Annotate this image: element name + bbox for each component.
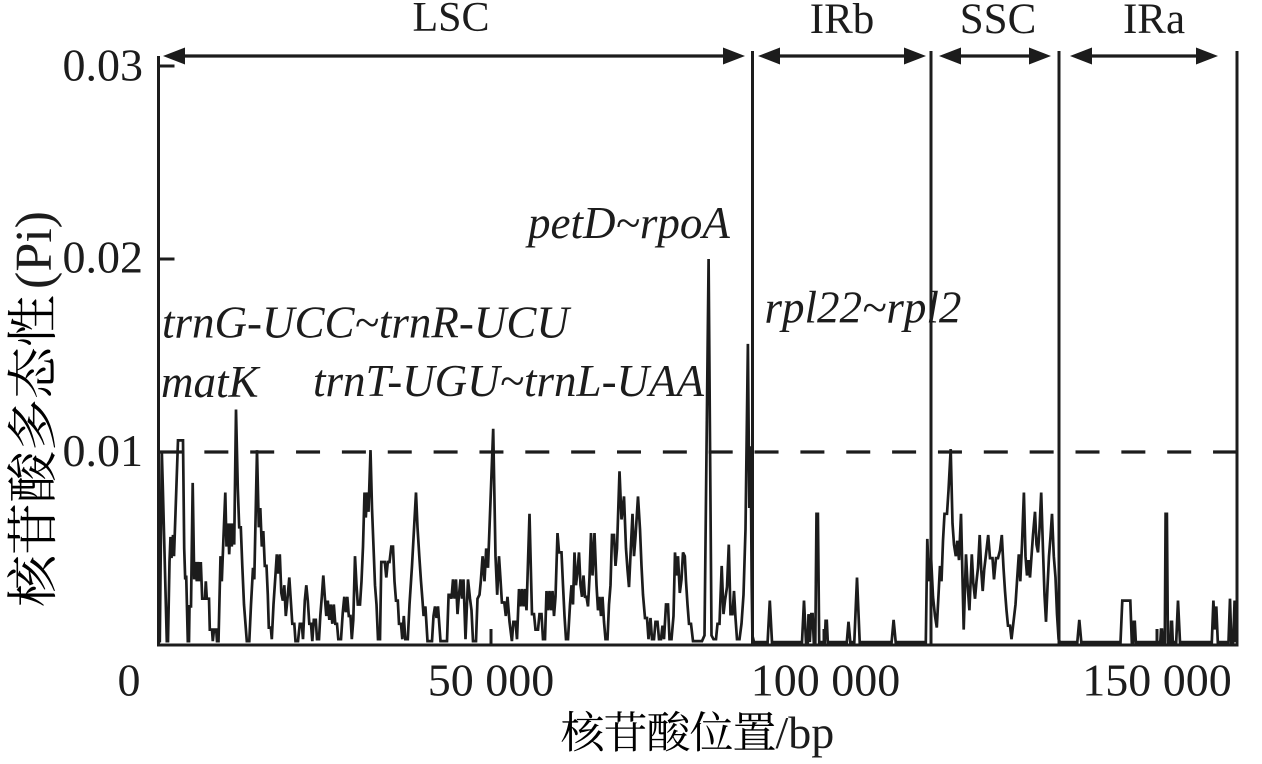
svg-text:0.01: 0.01 [63, 425, 144, 476]
svg-text:0: 0 [118, 655, 141, 706]
svg-text:trnT-UGU~trnL-UAA: trnT-UGU~trnL-UAA [313, 356, 705, 406]
svg-text:0.02: 0.02 [63, 232, 144, 283]
svg-text:petD~rpoA: petD~rpoA [525, 198, 730, 248]
svg-text:matK: matK [161, 357, 261, 407]
svg-text:IRa: IRa [1123, 0, 1185, 43]
svg-text:100 000: 100 000 [751, 655, 901, 706]
svg-text:50 000: 50 000 [428, 655, 555, 706]
svg-text:SSC: SSC [960, 0, 1037, 43]
svg-text:trnG-UCC~trnR-UCU: trnG-UCC~trnR-UCU [162, 298, 571, 348]
svg-text:150 000: 150 000 [1082, 655, 1232, 706]
svg-text:IRb: IRb [810, 0, 875, 43]
svg-text:0.03: 0.03 [63, 40, 144, 91]
svg-text:LSC: LSC [412, 0, 489, 41]
svg-text:(Pi): (Pi) [6, 211, 63, 289]
svg-text:rpl22~rpl2: rpl22~rpl2 [765, 283, 962, 333]
svg-text:/bp: /bp [776, 707, 835, 758]
